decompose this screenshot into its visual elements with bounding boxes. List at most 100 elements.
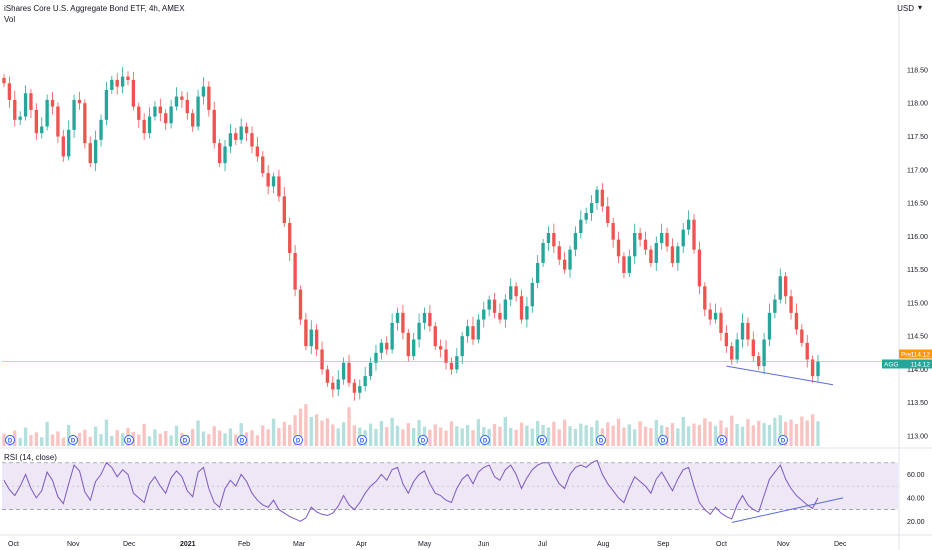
candle[interactable] xyxy=(131,79,136,107)
rsi-pane[interactable] xyxy=(2,459,898,523)
candle[interactable] xyxy=(34,109,39,134)
candle[interactable] xyxy=(487,299,491,310)
candle[interactable] xyxy=(298,289,303,320)
candle[interactable] xyxy=(255,146,260,157)
candle[interactable] xyxy=(568,249,572,270)
candle[interactable] xyxy=(29,93,33,110)
candle[interactable] xyxy=(767,312,772,340)
candle[interactable] xyxy=(282,196,286,224)
support-trendline[interactable] xyxy=(726,365,834,386)
candle[interactable] xyxy=(536,262,540,283)
candle[interactable] xyxy=(385,342,389,350)
candle[interactable] xyxy=(374,352,378,363)
candle[interactable] xyxy=(433,326,437,347)
candle[interactable] xyxy=(562,259,567,270)
candle[interactable] xyxy=(174,96,179,107)
candle[interactable] xyxy=(681,229,685,247)
candle[interactable] xyxy=(460,336,464,357)
candle[interactable] xyxy=(686,219,691,230)
candle[interactable] xyxy=(368,362,373,377)
candle[interactable] xyxy=(805,342,809,360)
candle[interactable] xyxy=(347,362,351,383)
dividend-marker[interactable]: D xyxy=(596,435,606,445)
candle[interactable] xyxy=(137,106,141,120)
dividend-marker[interactable]: D xyxy=(237,435,247,445)
candle[interactable] xyxy=(724,332,729,347)
candle[interactable] xyxy=(358,386,362,393)
candle[interactable] xyxy=(110,79,114,90)
dividend-marker[interactable]: D xyxy=(658,435,668,445)
candle[interactable] xyxy=(541,242,545,263)
candle[interactable] xyxy=(341,362,346,380)
candle[interactable] xyxy=(406,332,410,357)
candle[interactable] xyxy=(530,282,534,307)
candle[interactable] xyxy=(320,349,324,370)
dividend-marker[interactable]: D xyxy=(778,435,788,445)
candle[interactable] xyxy=(633,233,637,257)
candle[interactable] xyxy=(93,139,98,164)
candle[interactable] xyxy=(191,113,195,127)
candle[interactable] xyxy=(277,176,281,197)
candle[interactable] xyxy=(665,233,669,247)
candle[interactable] xyxy=(261,156,265,174)
candle[interactable] xyxy=(654,242,658,263)
candle[interactable] xyxy=(336,379,340,390)
dividend-marker[interactable]: D xyxy=(180,435,190,445)
candle[interactable] xyxy=(708,309,712,320)
candle[interactable] xyxy=(50,99,55,107)
candle[interactable] xyxy=(2,77,6,84)
chevron-down-icon[interactable]: ▾ xyxy=(917,3,922,12)
candle[interactable] xyxy=(428,312,432,327)
candle[interactable] xyxy=(525,306,529,320)
rsi-trendline[interactable] xyxy=(731,497,844,523)
candle[interactable] xyxy=(751,339,755,357)
candle[interactable] xyxy=(352,382,357,393)
candle[interactable] xyxy=(67,129,71,157)
candle[interactable] xyxy=(153,106,157,117)
candle[interactable] xyxy=(228,133,233,147)
candle[interactable] xyxy=(773,299,777,313)
candle[interactable] xyxy=(212,109,216,144)
dividend-marker[interactable]: D xyxy=(5,435,15,445)
candle[interactable] xyxy=(126,76,130,80)
candle[interactable] xyxy=(703,286,707,310)
candle[interactable] xyxy=(401,312,405,333)
candle[interactable] xyxy=(390,322,394,350)
candle[interactable] xyxy=(45,99,49,127)
candle[interactable] xyxy=(735,339,739,360)
dividend-marker[interactable]: D xyxy=(293,435,303,445)
rsi-line[interactable] xyxy=(3,459,819,522)
candle[interactable] xyxy=(250,133,254,147)
candle[interactable] xyxy=(778,276,782,300)
dividend-marker[interactable]: D xyxy=(717,435,727,445)
candle[interactable] xyxy=(444,349,448,363)
candle[interactable] xyxy=(72,99,76,130)
candle[interactable] xyxy=(142,119,146,134)
candle[interactable] xyxy=(314,329,319,350)
candle[interactable] xyxy=(239,126,243,140)
dividend-marker[interactable]: D xyxy=(418,435,428,445)
candle[interactable] xyxy=(627,256,631,273)
candle[interactable] xyxy=(40,126,44,134)
candle[interactable] xyxy=(476,319,481,340)
candle[interactable] xyxy=(147,116,152,134)
candle[interactable] xyxy=(638,233,642,240)
candle[interactable] xyxy=(616,239,621,257)
candle[interactable] xyxy=(482,309,486,320)
dividend-marker[interactable]: D xyxy=(480,435,490,445)
dividend-marker[interactable]: D xyxy=(537,435,547,445)
candle[interactable] xyxy=(676,246,680,263)
candle[interactable] xyxy=(412,339,416,357)
candle[interactable] xyxy=(271,176,276,187)
candle[interactable] xyxy=(56,106,60,137)
candle[interactable] xyxy=(611,223,615,240)
candle[interactable] xyxy=(288,223,292,253)
candle[interactable] xyxy=(266,173,270,187)
candle[interactable] xyxy=(7,83,12,100)
candle[interactable] xyxy=(719,312,723,333)
candle[interactable] xyxy=(579,219,583,234)
candle[interactable] xyxy=(514,286,518,297)
candle[interactable] xyxy=(584,213,588,220)
candle[interactable] xyxy=(309,329,313,347)
candle[interactable] xyxy=(509,286,513,300)
